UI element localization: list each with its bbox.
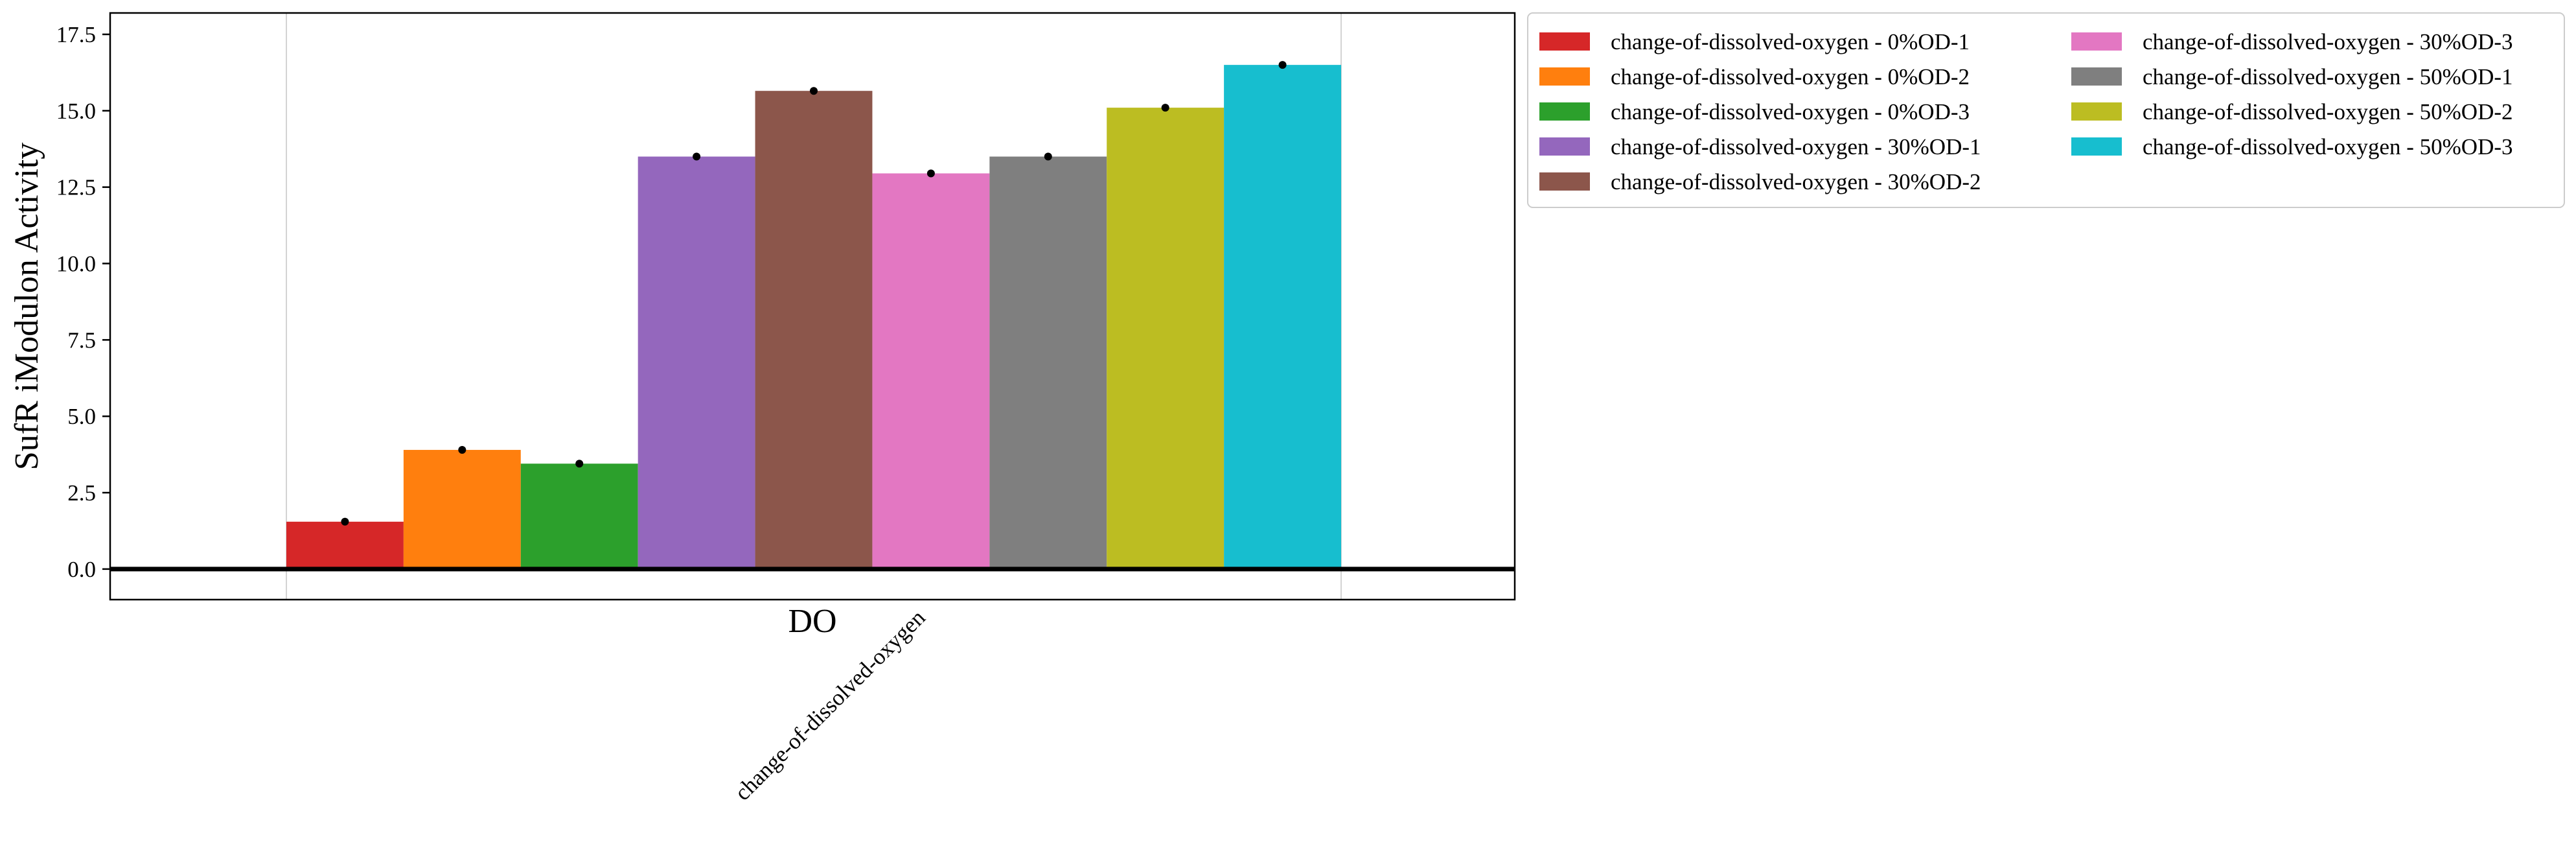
legend-label: change-of-dissolved-oxygen - 30%OD-2 — [1611, 169, 1981, 194]
y-tick-label: 7.5 — [67, 327, 96, 353]
legend-label: change-of-dissolved-oxygen - 50%OD-3 — [2143, 134, 2513, 159]
x-axis-label: DO — [788, 603, 836, 640]
plot-frame — [109, 12, 1516, 601]
y-tick-label: 10.0 — [56, 252, 96, 277]
bars — [286, 65, 1341, 569]
legend-swatch — [2071, 67, 2122, 86]
data-point-2 — [458, 446, 466, 454]
legend-label: change-of-dissolved-oxygen - 0%OD-3 — [1611, 99, 1970, 124]
points — [341, 61, 1287, 526]
legend-label: change-of-dissolved-oxygen - 50%OD-1 — [2143, 64, 2513, 89]
bar-8 — [1107, 108, 1225, 569]
bar-5 — [755, 91, 873, 569]
bar-3 — [520, 463, 638, 569]
legend: change-of-dissolved-oxygen - 0%OD-1 chang… — [1527, 12, 2565, 208]
legend-frame — [1527, 12, 2565, 208]
data-point-7 — [1044, 152, 1052, 161]
y-axis-label: SufR iModulon Activity — [8, 143, 45, 471]
legend-label: change-of-dissolved-oxygen - 30%OD-1 — [1611, 134, 1981, 159]
y-tick-label: 17.5 — [56, 22, 96, 47]
data-point-4 — [693, 152, 701, 161]
y-tick-label: 12.5 — [56, 175, 96, 200]
data-point-9 — [1278, 61, 1287, 69]
y-tick-label: 0.0 — [67, 557, 96, 582]
data-point-6 — [926, 169, 935, 178]
y-tick-label: 5.0 — [67, 404, 96, 429]
legend-swatch — [1539, 67, 1590, 86]
y-tick-label: 2.5 — [67, 480, 96, 506]
bar-2 — [403, 450, 521, 569]
legend-swatch — [1539, 102, 1590, 121]
bar-9 — [1224, 65, 1341, 569]
legend-swatch — [2071, 102, 2122, 121]
y-axis: 0.0 2.5 5.0 7.5 10.0 12.5 15.0 17.5 — [56, 22, 110, 582]
bar-7 — [989, 156, 1107, 569]
legend-label: change-of-dissolved-oxygen - 0%OD-2 — [1611, 64, 1970, 89]
legend-swatch — [1539, 32, 1590, 51]
legend-label: change-of-dissolved-oxygen - 50%OD-2 — [2143, 99, 2513, 124]
data-point-5 — [810, 87, 818, 95]
legend-swatch — [2071, 32, 2122, 51]
legend-swatch — [2071, 137, 2122, 156]
legend-swatch — [1539, 137, 1590, 156]
data-point-8 — [1161, 104, 1169, 112]
y-tick-label: 15.0 — [56, 99, 96, 124]
legend-swatch — [1539, 172, 1590, 191]
bar-4 — [638, 156, 755, 569]
data-point-3 — [575, 460, 584, 468]
bar-1 — [286, 521, 404, 569]
legend-label: change-of-dissolved-oxygen - 0%OD-1 — [1611, 29, 1970, 54]
data-point-1 — [341, 517, 349, 526]
bar-6 — [872, 173, 990, 569]
legend-label: change-of-dissolved-oxygen - 30%OD-3 — [2143, 29, 2513, 54]
